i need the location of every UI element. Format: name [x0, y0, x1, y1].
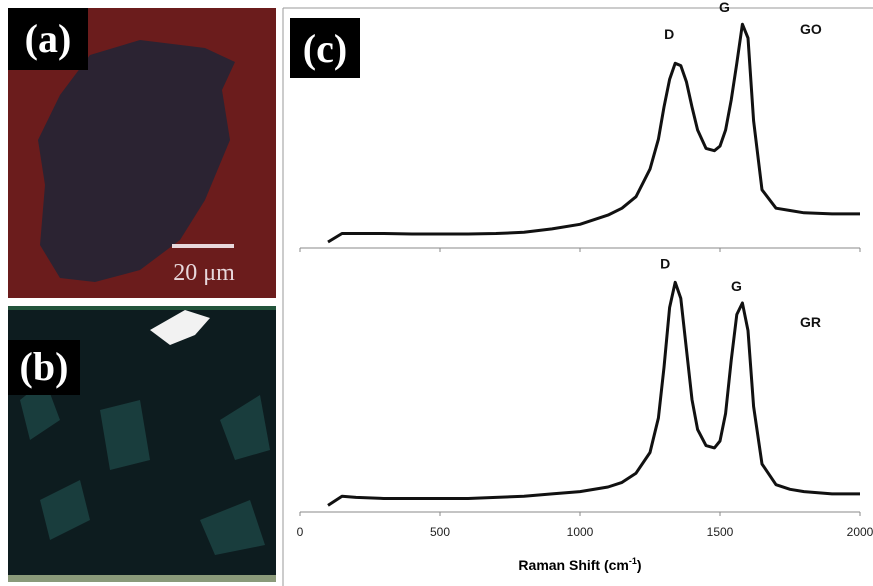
label-bg: [290, 18, 360, 78]
bright-spot: [150, 310, 210, 345]
x-axis-label: Raman Shift (cm: [518, 557, 628, 573]
scale-bar: [172, 244, 234, 248]
x-axis-label: ): [637, 557, 642, 573]
color-scale: [8, 575, 276, 582]
peak-label: G: [731, 278, 742, 294]
x-tick-label: 1500: [707, 525, 734, 539]
spectrum-line: [327, 280, 860, 507]
panel-label: (a): [25, 16, 72, 61]
x-tick-label: 2000: [847, 525, 873, 539]
panel-label: (b): [20, 344, 69, 389]
x-tick-label: 1000: [567, 525, 594, 539]
label-bg: [8, 8, 88, 70]
panel-label: (c): [303, 26, 347, 71]
flake: [38, 40, 235, 282]
x-axis-label: -1: [629, 556, 637, 566]
texture: [8, 306, 276, 310]
series-name: GO: [800, 21, 822, 37]
label-bg: [8, 340, 80, 395]
peak-label: D: [664, 26, 674, 42]
series-name: GR: [800, 314, 821, 330]
scale-label: 20 μm: [173, 260, 235, 286]
peak-label: D: [660, 255, 670, 271]
x-axis-label: Raman Shift (cm-1): [518, 556, 641, 573]
spectrum-line: [327, 22, 860, 244]
x-tick-label: 500: [430, 525, 450, 539]
x-tick-label: 0: [297, 525, 304, 539]
peak-label: G: [719, 0, 730, 15]
texture: [20, 380, 270, 555]
